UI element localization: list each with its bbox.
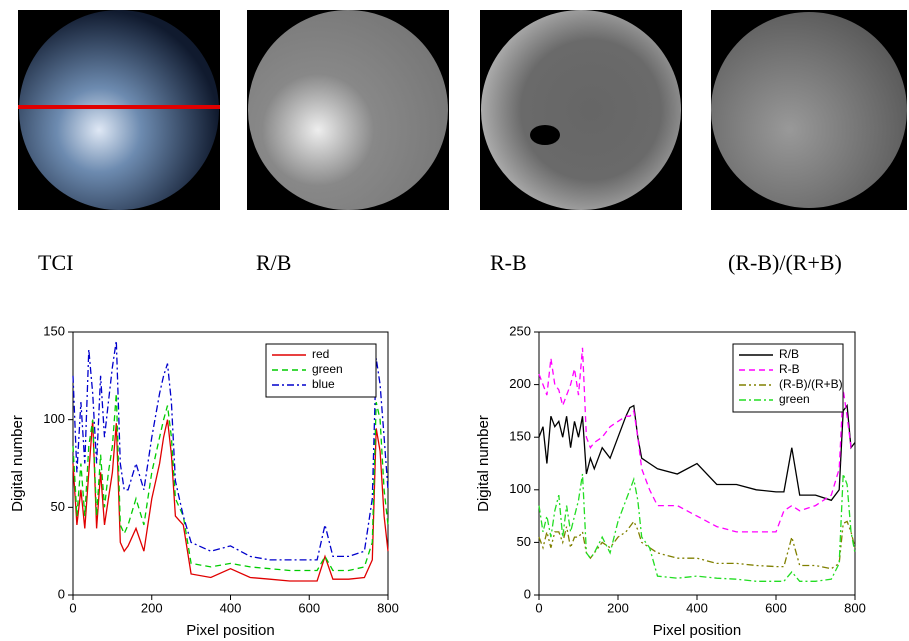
series-line	[538, 520, 856, 570]
y-axis-label: Digital number	[9, 415, 26, 512]
series-line	[538, 347, 855, 533]
x-tick-label: 400	[220, 600, 242, 615]
panel-label: TCI	[38, 250, 73, 275]
image-normalized	[711, 10, 907, 210]
y-tick-label: 0	[524, 586, 531, 601]
legend-label: (R-B)/(R+B)	[779, 377, 843, 391]
x-tick-label: 600	[765, 600, 787, 615]
series-line	[72, 419, 389, 582]
y-tick-label: 100	[43, 411, 65, 426]
x-tick-label: 800	[377, 600, 399, 615]
y-tick-label: 50	[51, 499, 65, 514]
legend-label: R/B	[779, 347, 799, 361]
image-r-minus-b	[480, 10, 682, 210]
y-tick-label: 150	[509, 429, 531, 444]
y-tick-label: 0	[58, 586, 65, 601]
x-tick-label: 0	[535, 600, 542, 615]
y-tick-label: 50	[517, 534, 531, 549]
y-tick-label: 100	[509, 481, 531, 496]
x-tick-label: 800	[844, 600, 866, 615]
panel-label: R-B	[490, 250, 527, 275]
panel-label: (R-B)/(R+B)	[728, 250, 842, 275]
series-line	[538, 403, 856, 502]
x-tick-label: 0	[69, 600, 76, 615]
legend-label: green	[779, 392, 810, 406]
legend-label: green	[312, 362, 343, 376]
series-line	[538, 473, 856, 582]
image-tci	[18, 10, 220, 210]
legend-label: R-B	[779, 362, 800, 376]
y-tick-label: 250	[509, 323, 531, 338]
legend-label: blue	[312, 377, 335, 391]
y-tick-label: 200	[509, 376, 531, 391]
x-axis-label: Pixel position	[653, 622, 741, 639]
image-rb	[247, 10, 449, 210]
series-line	[72, 393, 389, 572]
y-axis-label: Digital number	[475, 415, 492, 512]
y-tick-label: 150	[43, 323, 65, 338]
x-tick-label: 400	[686, 600, 708, 615]
x-tick-label: 200	[607, 600, 629, 615]
x-tick-label: 600	[298, 600, 320, 615]
legend-label: red	[312, 347, 329, 361]
x-tick-label: 200	[141, 600, 163, 615]
series-line	[72, 340, 389, 561]
panel-label: R/B	[256, 250, 291, 275]
x-axis-label: Pixel position	[186, 622, 274, 639]
